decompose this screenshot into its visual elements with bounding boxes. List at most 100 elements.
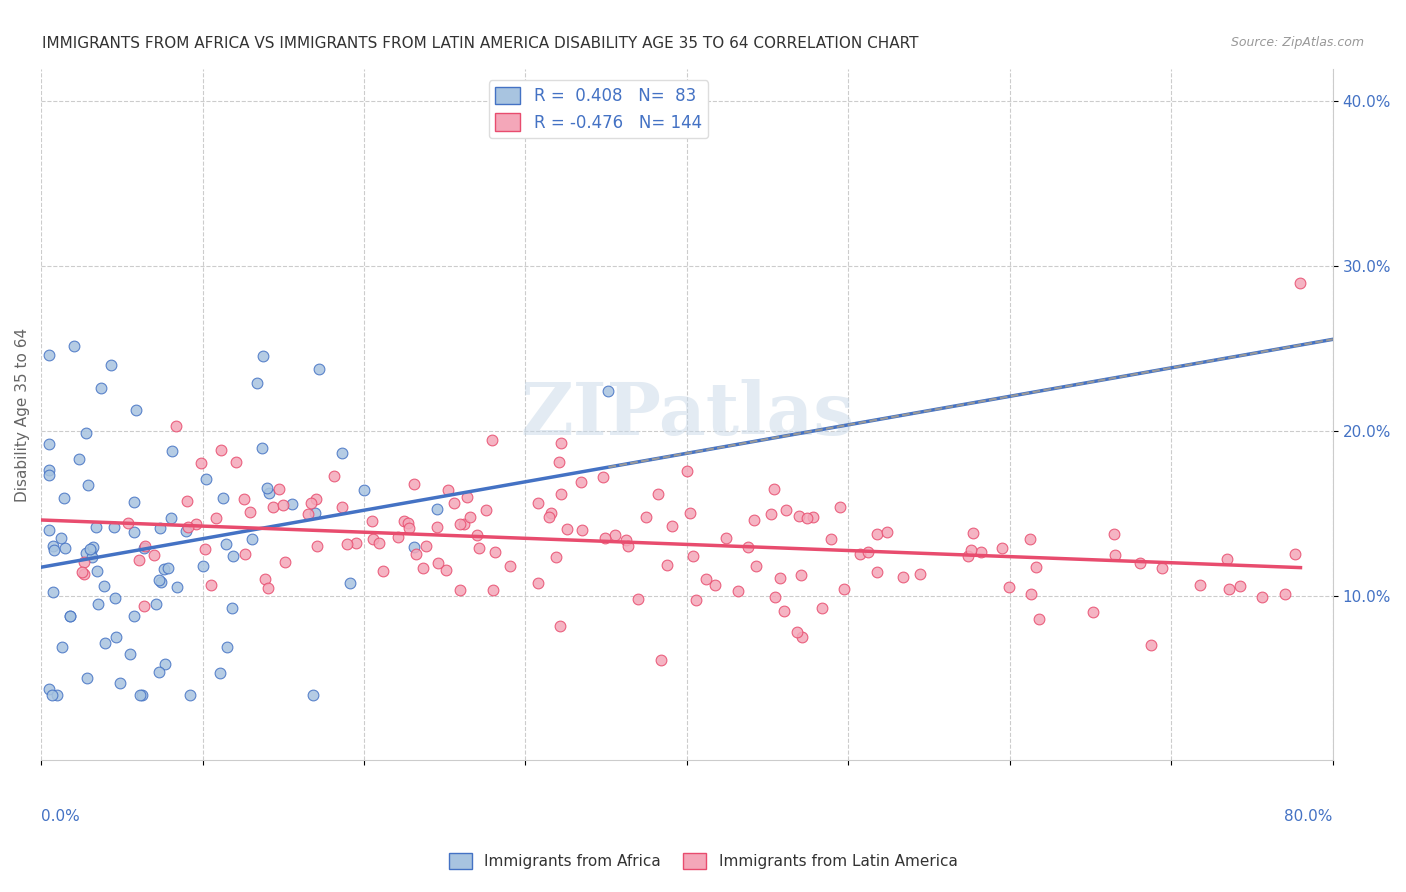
Point: [569, 475, 592, 489]
Point: [453, 516, 475, 531]
Point: [160, 443, 183, 458]
Point: [132, 541, 155, 556]
Point: [956, 549, 979, 563]
Point: [302, 688, 325, 702]
Point: [148, 574, 170, 588]
Point: [108, 675, 131, 690]
Point: [443, 496, 465, 510]
Point: [59, 609, 82, 624]
Point: [42, 539, 65, 553]
Point: [38, 467, 60, 482]
Point: [405, 547, 427, 561]
Point: [745, 559, 768, 574]
Point: [449, 517, 471, 532]
Point: [1019, 587, 1042, 601]
Point: [94, 635, 117, 649]
Point: [475, 503, 498, 517]
Point: [128, 688, 150, 702]
Point: [38, 681, 60, 696]
Point: [763, 590, 786, 604]
Point: [45, 688, 67, 702]
Point: [117, 516, 139, 530]
Point: [412, 561, 434, 575]
Point: [159, 511, 181, 525]
Point: [190, 456, 212, 470]
Point: [1104, 527, 1126, 541]
Point: [252, 350, 274, 364]
Point: [339, 575, 361, 590]
Point: [38, 523, 60, 537]
Point: [232, 492, 254, 507]
Point: [336, 537, 359, 551]
Point: [253, 573, 276, 587]
Point: [120, 647, 142, 661]
Point: [63, 339, 86, 353]
Point: [257, 486, 280, 500]
Point: [184, 516, 207, 531]
Point: [415, 539, 437, 553]
Point: [1215, 551, 1237, 566]
Point: [1018, 533, 1040, 547]
Point: [647, 487, 669, 501]
Point: [761, 507, 783, 521]
Point: [195, 472, 218, 486]
Point: [891, 570, 914, 584]
Point: [222, 549, 245, 564]
Point: [122, 609, 145, 624]
Point: [744, 513, 766, 527]
Point: [468, 541, 491, 555]
Point: [1028, 612, 1050, 626]
Point: [593, 531, 616, 545]
Point: [598, 384, 620, 398]
Point: [205, 511, 228, 525]
Point: [675, 464, 697, 478]
Point: [605, 528, 627, 542]
Point: [128, 553, 150, 567]
Point: [233, 547, 256, 561]
Point: [86, 564, 108, 578]
Point: [557, 522, 579, 536]
Point: [634, 510, 657, 524]
Point: [876, 525, 898, 540]
Point: [41, 688, 63, 702]
Point: [209, 442, 232, 457]
Point: [103, 520, 125, 534]
Point: [361, 533, 384, 547]
Point: [70, 565, 93, 579]
Point: [1140, 638, 1163, 652]
Point: [51, 640, 73, 654]
Point: [80, 543, 103, 558]
Point: [257, 582, 280, 596]
Point: [150, 574, 173, 589]
Point: [499, 559, 522, 574]
Point: [1081, 605, 1104, 619]
Point: [425, 519, 447, 533]
Point: [299, 496, 322, 510]
Point: [1250, 590, 1272, 604]
Point: [679, 506, 702, 520]
Point: [49, 531, 72, 545]
Point: [38, 463, 60, 477]
Text: Source: ZipAtlas.com: Source: ZipAtlas.com: [1230, 36, 1364, 49]
Point: [484, 545, 506, 559]
Point: [305, 491, 328, 506]
Point: [856, 545, 879, 559]
Point: [1218, 582, 1240, 596]
Point: [1289, 276, 1312, 290]
Point: [790, 567, 813, 582]
Point: [330, 446, 353, 460]
Point: [323, 469, 346, 483]
Point: [737, 540, 759, 554]
Point: [256, 481, 278, 495]
Point: [145, 598, 167, 612]
Text: IMMIGRANTS FROM AFRICA VS IMMIGRANTS FROM LATIN AMERICA DISABILITY AGE 35 TO 64 : IMMIGRANTS FROM AFRICA VS IMMIGRANTS FRO…: [42, 36, 918, 51]
Y-axis label: Disability Age 35 to 64: Disability Age 35 to 64: [15, 327, 30, 501]
Legend: R =  0.408   N=  83, R = -0.476   N= 144: R = 0.408 N= 83, R = -0.476 N= 144: [489, 80, 709, 138]
Point: [811, 600, 834, 615]
Point: [38, 437, 60, 451]
Point: [76, 672, 98, 686]
Point: [75, 426, 97, 441]
Point: [90, 381, 112, 395]
Point: [75, 545, 97, 559]
Point: [271, 499, 294, 513]
